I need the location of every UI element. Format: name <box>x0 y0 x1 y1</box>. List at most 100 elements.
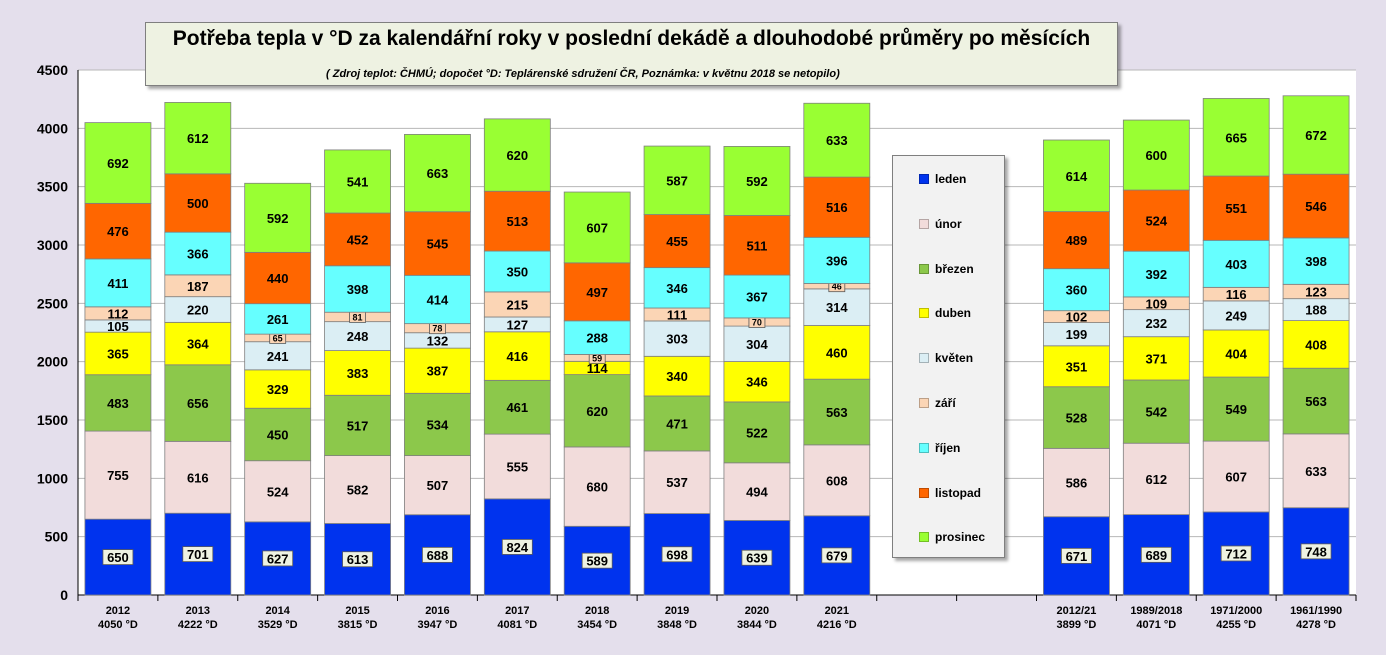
bar-segment <box>1202 440 1270 513</box>
legend-swatch <box>919 487 929 498</box>
data-label: 366 <box>187 247 209 262</box>
data-label: 346 <box>746 375 768 390</box>
legend-label: leden <box>935 172 967 186</box>
data-label: 398 <box>1305 254 1327 269</box>
data-label: 81 <box>353 312 363 322</box>
data-label: 383 <box>347 366 369 381</box>
legend-item: duben <box>919 305 971 321</box>
legend-item: říjen <box>919 440 960 456</box>
data-label: 220 <box>187 303 209 318</box>
x-tick-total-label: 3947 °D <box>418 619 458 631</box>
bar-segment <box>1122 250 1190 298</box>
chart-title: Potřeba tepla v °D za kalendářní roky v … <box>172 27 1091 50</box>
legend-label: listopad <box>935 485 982 500</box>
data-label: 102 <box>1066 310 1088 325</box>
data-label: 516 <box>826 200 848 215</box>
bar-segment <box>483 118 551 192</box>
legend-item: únor <box>919 216 962 232</box>
data-label: 517 <box>347 418 369 433</box>
data-label: 511 <box>746 238 767 253</box>
bar-segment <box>1043 211 1110 270</box>
bar-segment <box>164 440 232 514</box>
x-tick-total-label: 4071 °D <box>1136 619 1176 631</box>
x-tick-label: 2017 <box>505 605 529 617</box>
bar-segment <box>803 176 871 238</box>
bar-segment <box>483 250 551 293</box>
chart-subtitle: ( Zdroj teplot: ČHMÚ; dopočet °D: Teplár… <box>326 68 840 80</box>
data-label: 114 <box>587 361 609 376</box>
data-label: 288 <box>586 331 608 346</box>
data-label: 232 <box>1145 316 1167 331</box>
data-label-box <box>501 539 533 555</box>
data-label: 364 <box>187 337 209 352</box>
data-label: 116 <box>1226 287 1247 302</box>
data-label: 461 <box>506 400 528 415</box>
x-tick-label: 1961/1990 <box>1290 605 1342 617</box>
data-label: 304 <box>746 337 768 352</box>
data-label: 187 <box>187 279 209 294</box>
y-tick-label: 1500 <box>37 412 68 428</box>
data-label: 616 <box>187 470 209 485</box>
data-label: 698 <box>666 547 688 562</box>
legend-swatch <box>919 398 929 408</box>
bar-segment <box>643 395 711 452</box>
bar-segment <box>404 455 471 516</box>
data-label: 528 <box>1066 411 1088 426</box>
x-tick-total-label: 4050 °D <box>98 619 138 631</box>
bar-segment <box>1122 336 1190 381</box>
legend-label: září <box>935 396 956 410</box>
data-label: 215 <box>506 297 528 312</box>
bar-segment <box>404 392 471 456</box>
bar-segment <box>803 288 871 326</box>
legend-swatch <box>919 442 929 453</box>
bar-segment <box>324 149 391 214</box>
data-label: 476 <box>107 224 129 239</box>
legend-item: září <box>919 395 956 411</box>
bar-segment <box>723 274 791 319</box>
data-label: 127 <box>506 317 528 332</box>
bar-segment <box>1043 139 1110 213</box>
data-label: 680 <box>586 480 608 495</box>
data-label: 105 <box>107 319 129 334</box>
data-label: 663 <box>427 166 449 181</box>
data-label: 123 <box>1305 284 1327 299</box>
data-label: 545 <box>427 237 449 252</box>
bar-segment <box>244 460 312 523</box>
bar-segment <box>1282 367 1350 435</box>
data-label: 398 <box>347 282 369 297</box>
x-tick-total-label: 3815 °D <box>338 619 378 631</box>
bar-segment <box>324 394 391 456</box>
x-tick-total-label: 3848 °D <box>657 619 697 631</box>
data-label: 360 <box>1066 283 1088 298</box>
bar-segment <box>404 133 471 213</box>
data-label: 627 <box>267 551 289 566</box>
bar-segment <box>244 303 312 335</box>
data-label: 249 <box>1225 308 1247 323</box>
data-label: 551 <box>1225 201 1247 216</box>
data-label: 455 <box>666 234 688 249</box>
x-tick-label: 2018 <box>585 605 609 617</box>
data-label: 392 <box>1145 267 1167 282</box>
legend-item: květen <box>919 350 973 366</box>
legend-item: březen <box>919 261 974 277</box>
legend-swatch <box>919 308 929 319</box>
bar-segment <box>84 430 152 520</box>
x-tick-label: 2019 <box>665 605 689 617</box>
data-label: 411 <box>107 276 128 291</box>
bar-segment <box>404 211 471 276</box>
data-label: 416 <box>506 349 528 364</box>
data-label: 241 <box>267 349 289 364</box>
y-tick-label: 500 <box>45 529 69 545</box>
bar-segment <box>483 331 551 381</box>
data-label: 350 <box>506 264 528 279</box>
data-label: 608 <box>826 473 848 488</box>
data-label: 408 <box>1305 337 1327 352</box>
legend-label: duben <box>935 306 971 321</box>
data-label: 555 <box>506 459 528 474</box>
data-label: 582 <box>347 483 369 498</box>
bar-segment <box>563 191 631 264</box>
bar-segment <box>1043 268 1110 312</box>
data-label: 633 <box>1305 464 1327 479</box>
x-tick-label: 2021 <box>825 605 849 617</box>
data-label-box <box>661 546 693 563</box>
